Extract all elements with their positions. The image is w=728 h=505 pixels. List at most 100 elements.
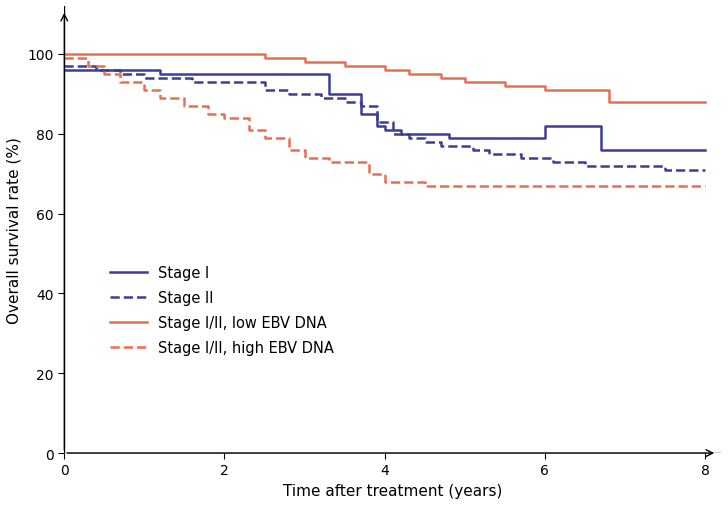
Stage I bbox=[372, 123, 381, 129]
Stage I/II, low EBV DNA bbox=[604, 99, 613, 106]
Stage I bbox=[476, 135, 485, 141]
Stage II bbox=[316, 95, 325, 102]
Stage I bbox=[596, 147, 605, 154]
Stage I/II, low EBV DNA bbox=[60, 52, 68, 58]
Stage I/II, high EBV DNA bbox=[620, 183, 629, 189]
Stage I bbox=[580, 123, 589, 129]
Stage I/II, low EBV DNA bbox=[140, 52, 149, 58]
Stage II bbox=[284, 91, 293, 97]
Stage II bbox=[212, 80, 221, 86]
Stage I/II, high EBV DNA bbox=[460, 183, 469, 189]
Stage I/II, high EBV DNA bbox=[580, 183, 589, 189]
Stage I/II, high EBV DNA bbox=[244, 127, 253, 133]
Line: Stage II: Stage II bbox=[64, 67, 705, 170]
Stage I/II, low EBV DNA bbox=[260, 56, 269, 62]
Stage II bbox=[340, 99, 349, 106]
Stage I/II, high EBV DNA bbox=[180, 104, 189, 110]
Stage II bbox=[468, 147, 477, 154]
Stage I/II, high EBV DNA bbox=[220, 116, 229, 122]
Stage I/II, high EBV DNA bbox=[700, 183, 709, 189]
Stage I/II, high EBV DNA bbox=[284, 147, 293, 154]
Stage I bbox=[324, 91, 333, 97]
Stage II bbox=[500, 152, 509, 158]
X-axis label: Time after treatment (years): Time after treatment (years) bbox=[283, 483, 502, 498]
Stage I/II, low EBV DNA bbox=[100, 52, 108, 58]
Stage II bbox=[420, 139, 429, 145]
Stage I/II, high EBV DNA bbox=[324, 159, 333, 165]
Stage II bbox=[372, 120, 381, 126]
Stage I bbox=[540, 123, 549, 129]
Stage I/II, high EBV DNA bbox=[660, 183, 669, 189]
Stage I/II, high EBV DNA bbox=[300, 156, 309, 162]
Stage I/II, low EBV DNA bbox=[436, 76, 445, 82]
Stage I/II, low EBV DNA bbox=[500, 84, 509, 90]
Stage I bbox=[380, 127, 389, 133]
Stage I bbox=[700, 147, 709, 154]
Stage I bbox=[444, 135, 453, 141]
Stage II bbox=[60, 64, 68, 70]
Stage II bbox=[300, 91, 309, 97]
Stage II bbox=[532, 156, 541, 162]
Stage II bbox=[660, 167, 669, 173]
Stage I/II, low EBV DNA bbox=[300, 60, 309, 66]
Stage I bbox=[420, 131, 429, 137]
Stage I/II, high EBV DNA bbox=[60, 56, 68, 62]
Stage I bbox=[524, 135, 533, 141]
Stage I/II, low EBV DNA bbox=[180, 52, 189, 58]
Stage I/II, high EBV DNA bbox=[380, 179, 389, 185]
Stage II bbox=[164, 76, 173, 82]
Stage I bbox=[60, 68, 68, 74]
Stage I/II, high EBV DNA bbox=[540, 183, 549, 189]
Stage I bbox=[660, 147, 669, 154]
Stage I/II, low EBV DNA bbox=[564, 87, 573, 93]
Stage I bbox=[260, 72, 269, 78]
Stage I bbox=[156, 72, 165, 78]
Stage I/II, high EBV DNA bbox=[140, 87, 149, 93]
Stage II bbox=[516, 156, 525, 162]
Stage I bbox=[460, 135, 469, 141]
Stage II bbox=[140, 76, 149, 82]
Stage II bbox=[116, 72, 124, 78]
Stage I/II, low EBV DNA bbox=[460, 80, 469, 86]
Stage II bbox=[436, 143, 445, 149]
Stage I bbox=[300, 72, 309, 78]
Stage I/II, low EBV DNA bbox=[700, 99, 709, 106]
Stage I/II, high EBV DNA bbox=[156, 95, 165, 102]
Stage I/II, high EBV DNA bbox=[420, 183, 429, 189]
Stage I/II, low EBV DNA bbox=[404, 72, 413, 78]
Stage I bbox=[140, 68, 149, 74]
Stage I/II, high EBV DNA bbox=[260, 135, 269, 141]
Stage I bbox=[180, 72, 189, 78]
Y-axis label: Overall survival rate (%): Overall survival rate (%) bbox=[7, 137, 22, 323]
Stage II bbox=[236, 80, 245, 86]
Stage II bbox=[484, 152, 493, 158]
Stage I bbox=[500, 135, 509, 141]
Stage II bbox=[620, 163, 629, 169]
Stage I/II, high EBV DNA bbox=[364, 171, 373, 177]
Stage I/II, high EBV DNA bbox=[100, 72, 108, 78]
Stage I bbox=[100, 68, 108, 74]
Line: Stage I: Stage I bbox=[64, 71, 705, 150]
Stage I/II, low EBV DNA bbox=[660, 99, 669, 106]
Stage I/II, high EBV DNA bbox=[340, 159, 349, 165]
Stage II bbox=[188, 80, 197, 86]
Line: Stage I/II, low EBV DNA: Stage I/II, low EBV DNA bbox=[64, 55, 705, 103]
Stage I bbox=[396, 131, 405, 137]
Stage I bbox=[220, 72, 229, 78]
Legend: Stage I, Stage II, Stage I/II, low EBV DNA, Stage I/II, high EBV DNA: Stage I, Stage II, Stage I/II, low EBV D… bbox=[104, 260, 340, 362]
Stage II bbox=[260, 87, 269, 93]
Stage I/II, high EBV DNA bbox=[204, 112, 213, 118]
Stage II bbox=[388, 131, 397, 137]
Stage II bbox=[580, 163, 589, 169]
Stage I/II, high EBV DNA bbox=[116, 80, 124, 86]
Stage I bbox=[340, 91, 349, 97]
Stage I/II, high EBV DNA bbox=[84, 64, 92, 70]
Line: Stage I/II, high EBV DNA: Stage I/II, high EBV DNA bbox=[64, 59, 705, 186]
Stage II bbox=[404, 135, 413, 141]
Stage I bbox=[356, 112, 365, 118]
Stage I/II, high EBV DNA bbox=[500, 183, 509, 189]
Stage I/II, low EBV DNA bbox=[220, 52, 229, 58]
Stage II bbox=[700, 167, 709, 173]
Stage II bbox=[356, 104, 365, 110]
Stage II bbox=[92, 68, 100, 74]
